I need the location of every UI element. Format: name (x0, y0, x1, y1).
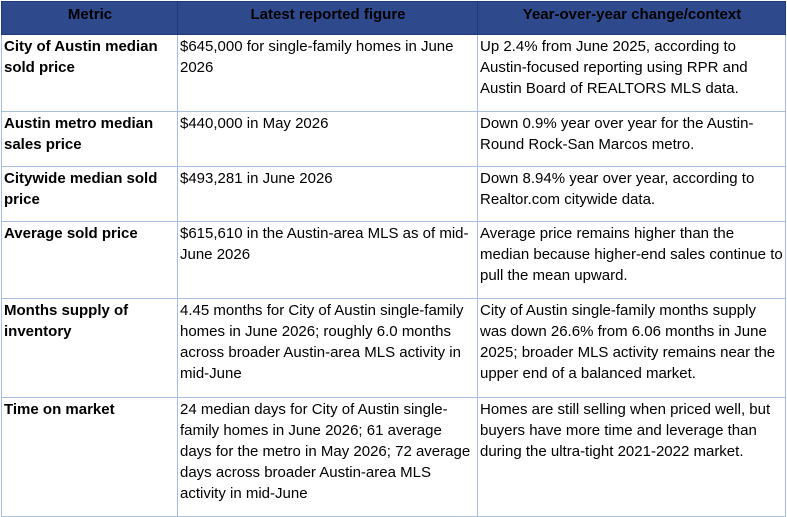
context-cell: City of Austin single-family months supp… (477, 298, 786, 398)
table-row: Time on market 24 median days for City o… (1, 397, 786, 517)
figure-cell: $493,281 in June 2026 (177, 166, 478, 222)
figure-cell: $615,610 in the Austin-area MLS as of mi… (177, 221, 478, 299)
figure-cell: $645,000 for single-family homes in June… (177, 34, 478, 112)
context-cell: Down 8.94% year over year, according to … (477, 166, 786, 222)
metric-cell: Austin metro median sales price (1, 111, 178, 167)
context-cell: Up 2.4% from June 2025, according to Aus… (477, 34, 786, 112)
header-latest-figure: Latest reported figure (177, 1, 478, 35)
table-row: Months supply of inventory 4.45 months f… (1, 298, 786, 398)
context-cell: Down 0.9% year over year for the Austin-… (477, 111, 786, 167)
header-row: Metric Latest reported figure Year-over-… (1, 1, 786, 35)
table-row: City of Austin median sold price $645,00… (1, 34, 786, 112)
figure-cell: 24 median days for City of Austin single… (177, 397, 478, 517)
table-header: Metric Latest reported figure Year-over-… (1, 1, 786, 35)
header-yoy-context: Year-over-year change/context (477, 1, 786, 35)
metric-cell: City of Austin median sold price (1, 34, 178, 112)
table-row: Average sold price $615,610 in the Austi… (1, 221, 786, 299)
figure-cell: $440,000 in May 2026 (177, 111, 478, 167)
table-body: City of Austin median sold price $645,00… (1, 34, 786, 517)
metric-cell: Months supply of inventory (1, 298, 178, 398)
figure-cell: 4.45 months for City of Austin single-fa… (177, 298, 478, 398)
header-metric: Metric (1, 1, 178, 35)
context-cell: Homes are still selling when priced well… (477, 397, 786, 517)
table-row: Citywide median sold price $493,281 in J… (1, 166, 786, 222)
metric-cell: Average sold price (1, 221, 178, 299)
metric-cell: Citywide median sold price (1, 166, 178, 222)
context-cell: Average price remains higher than the me… (477, 221, 786, 299)
metric-cell: Time on market (1, 397, 178, 517)
table-row: Austin metro median sales price $440,000… (1, 111, 786, 167)
